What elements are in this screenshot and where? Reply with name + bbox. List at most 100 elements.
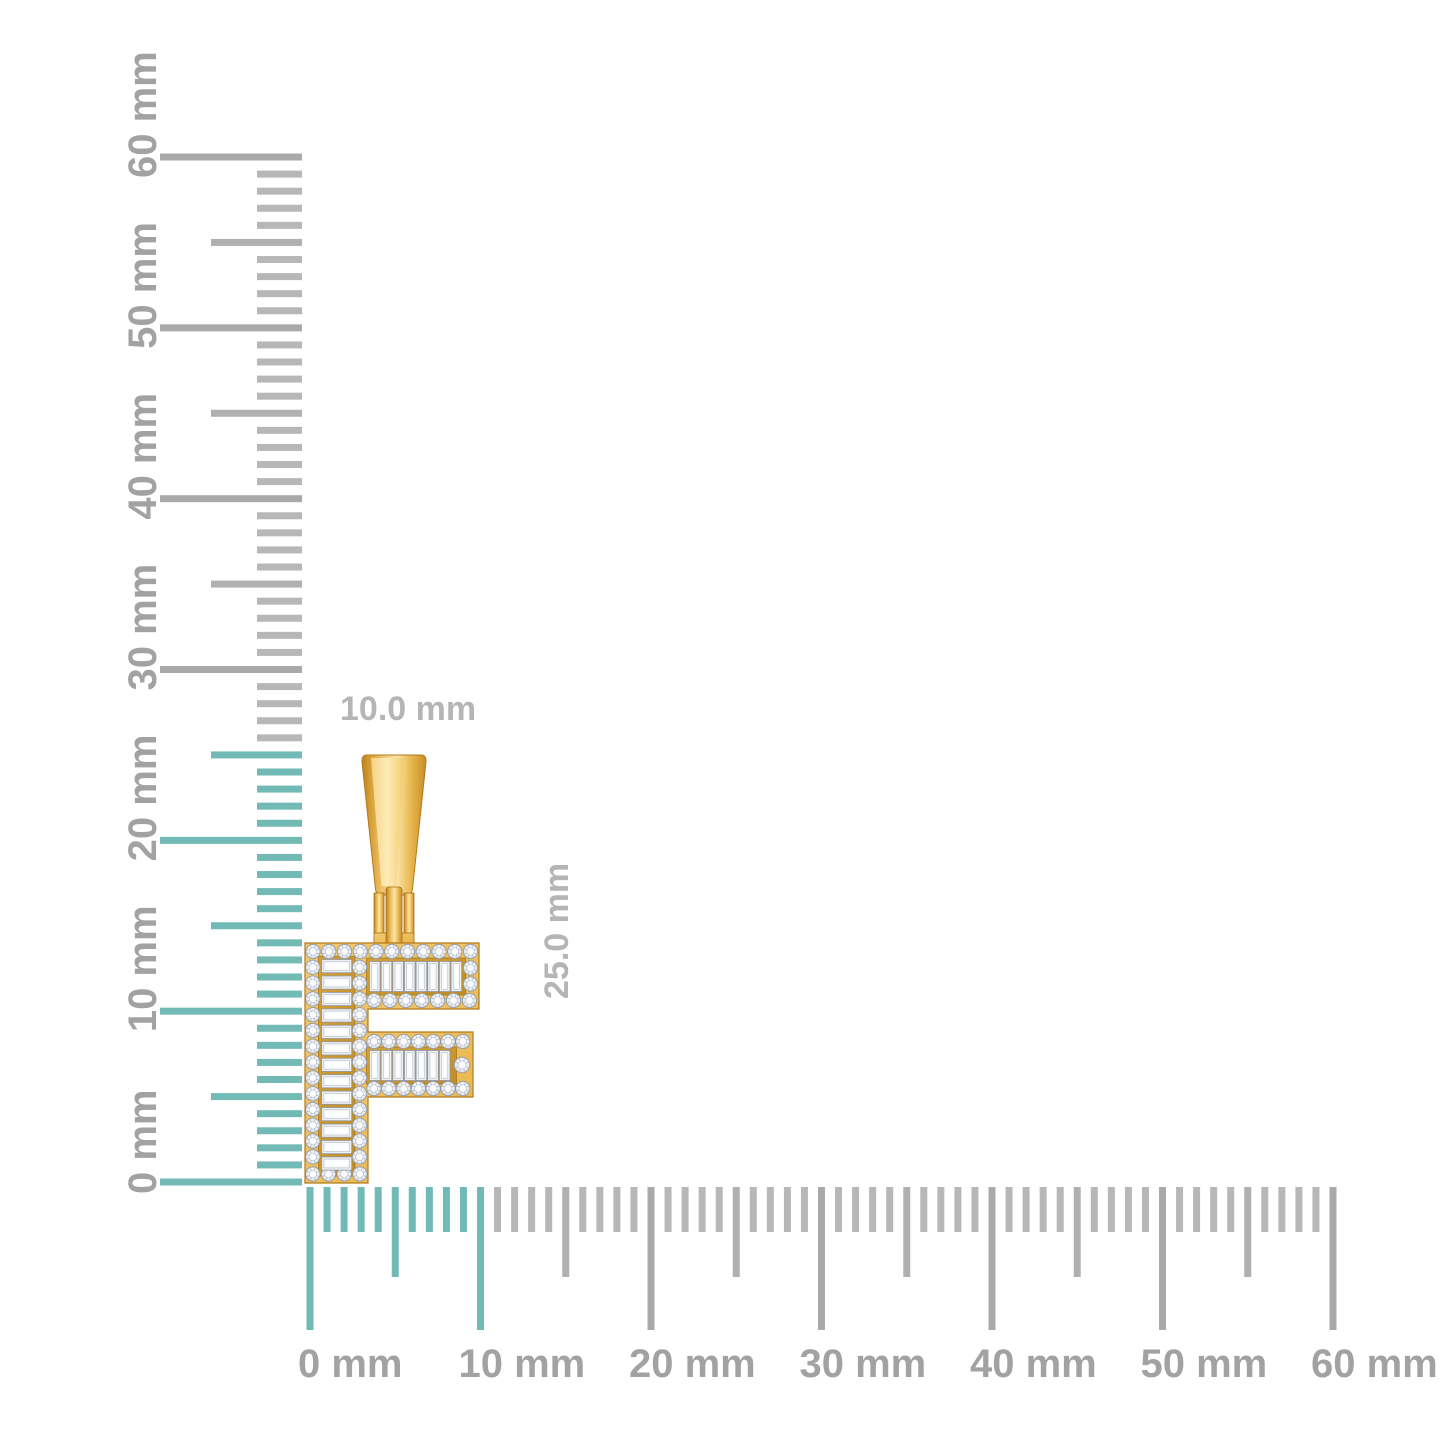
round-diamond	[366, 992, 382, 1009]
round-diamond	[366, 1080, 382, 1097]
ruler-tick	[1073, 1187, 1081, 1277]
ruler-tick	[732, 1187, 740, 1277]
ruler-tick	[1329, 1187, 1337, 1330]
ruler-tick	[257, 1127, 302, 1135]
round-diamond	[305, 1022, 321, 1039]
round-diamond	[351, 1149, 368, 1165]
round-diamond	[352, 943, 368, 960]
round-diamond	[352, 1166, 368, 1182]
baguette-diamond	[369, 1050, 381, 1081]
ruler-tick	[257, 597, 302, 605]
round-diamond	[445, 992, 462, 1009]
round-diamond	[305, 1101, 321, 1118]
ruler-tick	[374, 1187, 382, 1232]
letter-f-pendant	[304, 754, 480, 1184]
baguette-diamond	[321, 1057, 353, 1072]
ruler-tick	[1107, 1187, 1115, 1232]
ruler-tick	[257, 853, 302, 861]
round-diamond	[305, 1070, 321, 1086]
round-diamond	[384, 943, 400, 960]
ruler-tick	[257, 888, 302, 896]
ruler-tick	[818, 1187, 825, 1330]
ruler-tick	[749, 1187, 757, 1232]
horizontal-ruler-label: 0 mm	[298, 1342, 403, 1386]
round-diamond	[462, 960, 479, 976]
ruler-tick	[408, 1187, 416, 1232]
round-diamond	[321, 943, 337, 960]
ruler-tick	[391, 1187, 399, 1277]
round-diamond	[351, 1101, 368, 1118]
ruler-tick	[903, 1187, 911, 1277]
baguette-diamond	[415, 961, 428, 992]
ruler-tick	[766, 1187, 774, 1232]
round-diamond	[447, 943, 463, 960]
round-diamond	[455, 1080, 471, 1097]
ruler-tick	[160, 495, 302, 503]
ruler-tick	[1278, 1187, 1286, 1232]
ruler-tick	[1210, 1187, 1218, 1232]
ruler-tick	[835, 1187, 843, 1232]
baguette-diamond	[321, 992, 353, 1007]
ruler-tick	[1312, 1187, 1320, 1232]
baguette-diamond	[321, 1156, 353, 1171]
ruler-tick	[160, 324, 302, 332]
round-diamond	[455, 1033, 471, 1050]
ruler-tick	[160, 1178, 302, 1186]
round-diamond	[305, 1054, 321, 1070]
ruler-tick	[340, 1187, 348, 1232]
ruler-tick	[257, 973, 302, 981]
ruler-tick	[1244, 1187, 1252, 1277]
baguette-diamond	[321, 1074, 353, 1089]
round-diamond	[351, 1054, 368, 1070]
vertical-ruler-label: 60 mm	[121, 51, 165, 178]
ruler-tick	[257, 734, 302, 742]
baguette-diamond	[380, 961, 393, 992]
ruler-tick	[257, 768, 302, 776]
ruler-tick	[1227, 1187, 1235, 1232]
vertical-ruler-label: 30 mm	[121, 564, 165, 691]
ruler-tick	[257, 478, 302, 486]
ruler-tick	[1039, 1187, 1047, 1232]
horizontal-ruler-label: 60 mm	[1311, 1342, 1438, 1386]
ruler-tick	[257, 990, 302, 998]
ruler-tick	[971, 1187, 979, 1232]
ruler-tick	[257, 461, 302, 469]
pendant-bail	[361, 754, 427, 896]
round-diamond	[414, 992, 430, 1009]
ruler-tick	[937, 1187, 945, 1232]
ruler-tick	[357, 1187, 365, 1232]
ruler-tick	[459, 1187, 467, 1232]
vertical-ruler-label: 40 mm	[121, 393, 165, 520]
baguette-diamond	[415, 1050, 428, 1081]
baguette-diamond	[321, 1008, 353, 1023]
ruler-tick	[257, 392, 302, 400]
round-diamond	[351, 1117, 368, 1133]
ruler-tick	[1005, 1187, 1013, 1232]
ruler-tick	[257, 819, 302, 827]
round-diamond	[305, 959, 321, 975]
horizontal-ruler-label: 50 mm	[1141, 1342, 1268, 1386]
ruler-tick	[425, 1187, 433, 1232]
ruler-tick	[257, 307, 302, 315]
pendant-hinge	[373, 886, 415, 948]
ruler-tick	[323, 1187, 331, 1232]
ruler-tick	[257, 170, 302, 178]
baguette-diamond	[450, 961, 463, 992]
ruler-tick	[886, 1187, 894, 1232]
baguette-diamond	[438, 1050, 451, 1081]
ruler-tick	[257, 905, 302, 913]
round-diamond	[351, 975, 368, 991]
baguette-diamond	[427, 1050, 439, 1081]
ruler-tick	[257, 1144, 302, 1152]
horizontal-ruler-label: 20 mm	[629, 1342, 756, 1386]
ruler-tick	[257, 563, 302, 571]
baguette-diamond	[321, 1107, 353, 1122]
baguette-diamond	[369, 961, 381, 992]
ruler-tick	[800, 1187, 808, 1232]
round-diamond	[305, 943, 321, 960]
ruler-tick	[257, 802, 302, 810]
ruler-tick	[442, 1187, 450, 1232]
ruler-tick	[954, 1187, 962, 1232]
baguette-diamond	[438, 961, 451, 992]
